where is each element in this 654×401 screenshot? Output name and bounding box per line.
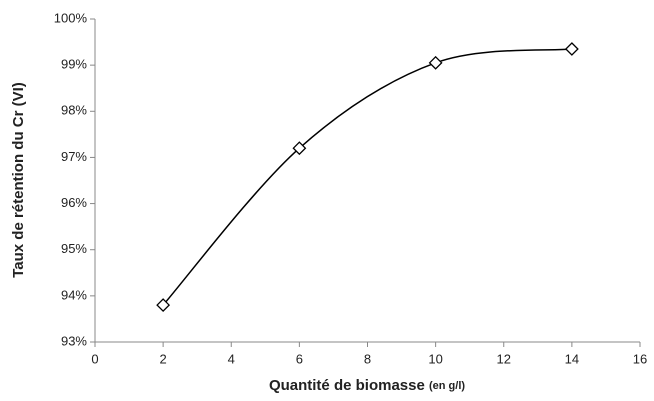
x-tick-label: 2 [160, 351, 167, 366]
y-tick-label: 93% [61, 333, 87, 348]
x-tick-label: 0 [91, 351, 98, 366]
y-axis-title: Taux de rétention du Cr (VI) [10, 82, 27, 278]
marker [156, 298, 171, 313]
line [162, 48, 572, 306]
x-tick-label: 6 [296, 351, 303, 366]
x-tick-label: 16 [633, 351, 647, 366]
x-tick-label: 14 [565, 351, 579, 366]
y-tick-label: 100% [54, 10, 88, 25]
marker [292, 141, 307, 156]
marker [428, 55, 443, 70]
y-tick-label: 95% [61, 241, 87, 256]
y-tick-label: 97% [61, 149, 87, 164]
x-tick-label: 8 [364, 351, 371, 366]
x-tick-label: 4 [228, 351, 235, 366]
y-tick-label: 98% [61, 103, 87, 118]
x-axis-title: Quantité de biomasse (en g/l) [269, 377, 465, 394]
x-tick-label: 12 [497, 351, 511, 366]
x-label-unit: (en g/l) [429, 380, 465, 392]
y-tick-label: 99% [61, 57, 87, 72]
marker [564, 42, 579, 56]
x-label: Quantité de biomasse [269, 377, 425, 394]
y-tick-label: 94% [61, 287, 87, 302]
x-tick-label: 10 [428, 351, 442, 366]
y-tick-label: 96% [61, 195, 87, 210]
